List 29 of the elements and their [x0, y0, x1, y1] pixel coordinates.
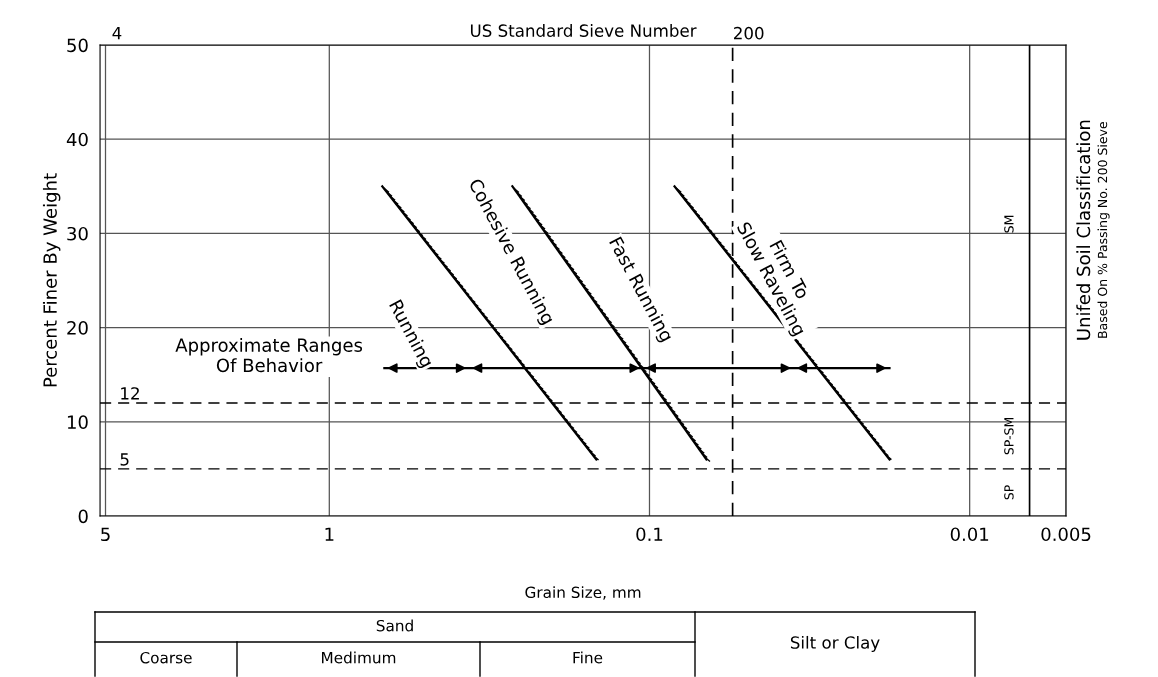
- text: Sand: [376, 619, 413, 632]
- x-tick-label: 0.01: [950, 527, 989, 542]
- x-tick-label: 1: [325, 527, 334, 541]
- text: Unifed Soil Classification: [1076, 120, 1091, 340]
- y-tick-label: 10: [67, 415, 88, 429]
- text: 4: [112, 27, 122, 40]
- x-axis-title: Grain Size, mm: [525, 586, 641, 600]
- ref-line-label: 5: [120, 453, 129, 466]
- chart-title: US Standard Sieve Number: [470, 24, 697, 37]
- y-tick-label: 0: [78, 509, 88, 524]
- text: Based On % Passing No. 200 Sieve: [1097, 122, 1110, 338]
- y-tick-label: 50: [67, 38, 88, 53]
- y-tick-label: 40: [66, 132, 88, 147]
- x-tick-label: 0.005: [1041, 527, 1091, 542]
- y-axis-title: Percent Finer By Weight: [42, 173, 61, 387]
- annotation: Approximate Ranges Of Behavior: [175, 337, 363, 373]
- annotation: SP: [1004, 485, 1014, 500]
- annotation: SM: [1004, 215, 1014, 233]
- y-tick-label: 30: [67, 226, 88, 241]
- text: Medimum: [322, 651, 396, 664]
- annotation: SP-SM: [1004, 417, 1014, 455]
- x-tick-label: 5: [101, 527, 110, 542]
- y-tick-label: 20: [67, 321, 88, 335]
- text: Fine: [573, 651, 603, 664]
- text: 200: [734, 26, 764, 40]
- text: Coarse: [140, 651, 192, 664]
- text: Silt or Clay: [790, 635, 880, 653]
- ref-line-label: 12: [121, 387, 139, 400]
- x-tick-label: 0.1: [636, 527, 663, 542]
